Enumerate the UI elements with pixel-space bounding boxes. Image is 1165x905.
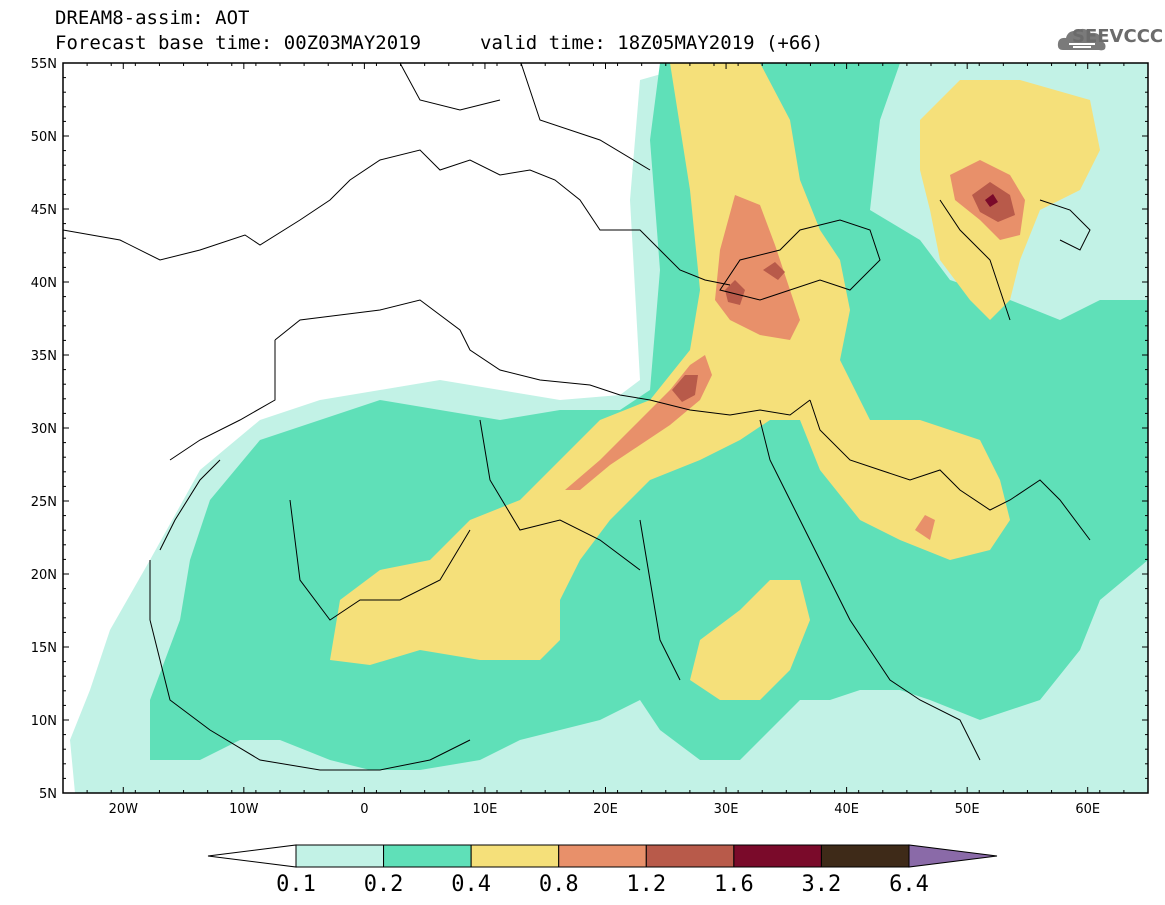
map-title: DREAM8-assim: AOT — [55, 7, 250, 29]
aot-contour-1.6 — [985, 194, 998, 207]
lat-tick-label: 10N — [31, 714, 57, 729]
lon-tick-label: 0 — [360, 802, 368, 817]
aot-contour-1.2 — [672, 375, 698, 402]
colorbar-level-label: 0.1 — [276, 872, 316, 897]
latitude-axis: 55N 50N 45N 40N 35N 30N 25N 20N 15N 10N 5N — [31, 57, 1148, 802]
aot-contour-0.8 — [915, 515, 935, 540]
colorbar: 0.1 0.2 0.4 0.8 1.2 1.6 3.2 6.4 — [207, 844, 998, 897]
lon-tick-label: 60E — [1075, 802, 1100, 817]
colorbar-under-triangle — [207, 844, 297, 868]
aot-contour-1.2 — [763, 262, 785, 280]
colorbar-swatch — [645, 844, 735, 868]
lat-tick-label: 20N — [31, 568, 57, 583]
colorbar-level-label: 0.4 — [451, 872, 491, 897]
colorbar-swatch — [733, 844, 822, 868]
lon-tick-label: 20W — [109, 802, 139, 817]
colorbar-level-label: 1.2 — [626, 872, 666, 897]
aot-contour-0.4 — [330, 63, 1010, 665]
aot-contour-0.4 — [690, 580, 810, 700]
colorbar-level-label: 0.8 — [539, 872, 579, 897]
aot-field — [63, 63, 1148, 793]
forecast-base-time: Forecast base time: 00Z03MAY2019 — [55, 32, 422, 54]
lon-tick-label: 50E — [955, 802, 980, 817]
aot-contour-1.2 — [725, 280, 745, 305]
lon-tick-label: 30E — [714, 802, 739, 817]
lat-tick-label: 40N — [31, 276, 57, 291]
colorbar-swatch — [383, 844, 472, 868]
lat-tick-label: 55N — [31, 57, 57, 72]
lon-tick-label: 10W — [229, 802, 259, 817]
colorbar-swatch — [558, 844, 647, 868]
cloud-icon — [1057, 28, 1106, 51]
colorbar-swatch — [295, 844, 385, 868]
coastlines — [63, 63, 1091, 771]
lon-tick-label: 20E — [593, 802, 618, 817]
lat-tick-label: 45N — [31, 203, 57, 218]
lat-tick-label: 5N — [39, 787, 57, 802]
logo-text: SEEVCCC — [1072, 26, 1164, 47]
colorbar-level-label: 0.2 — [364, 872, 404, 897]
lat-tick-label: 30N — [31, 422, 57, 437]
colorbar-level-label: 6.4 — [889, 872, 929, 897]
colorbar-level-label: 1.6 — [714, 872, 754, 897]
colorbar-swatch — [470, 844, 560, 868]
lat-tick-label: 15N — [31, 641, 57, 656]
valid-time: valid time: 18Z05MAY2019 (+66) — [480, 32, 824, 54]
lon-tick-label: 10E — [473, 802, 498, 817]
colorbar-swatch — [820, 844, 910, 868]
lat-tick-label: 50N — [31, 130, 57, 145]
lon-tick-label: 40E — [834, 802, 859, 817]
colorbar-over-triangle — [908, 844, 998, 868]
lat-tick-label: 35N — [31, 349, 57, 364]
longitude-axis: 20W 10W 0 10E 20E 30E 40E 50E 60E — [62, 63, 1149, 817]
lat-tick-label: 25N — [31, 495, 57, 510]
colorbar-level-label: 3.2 — [802, 872, 842, 897]
